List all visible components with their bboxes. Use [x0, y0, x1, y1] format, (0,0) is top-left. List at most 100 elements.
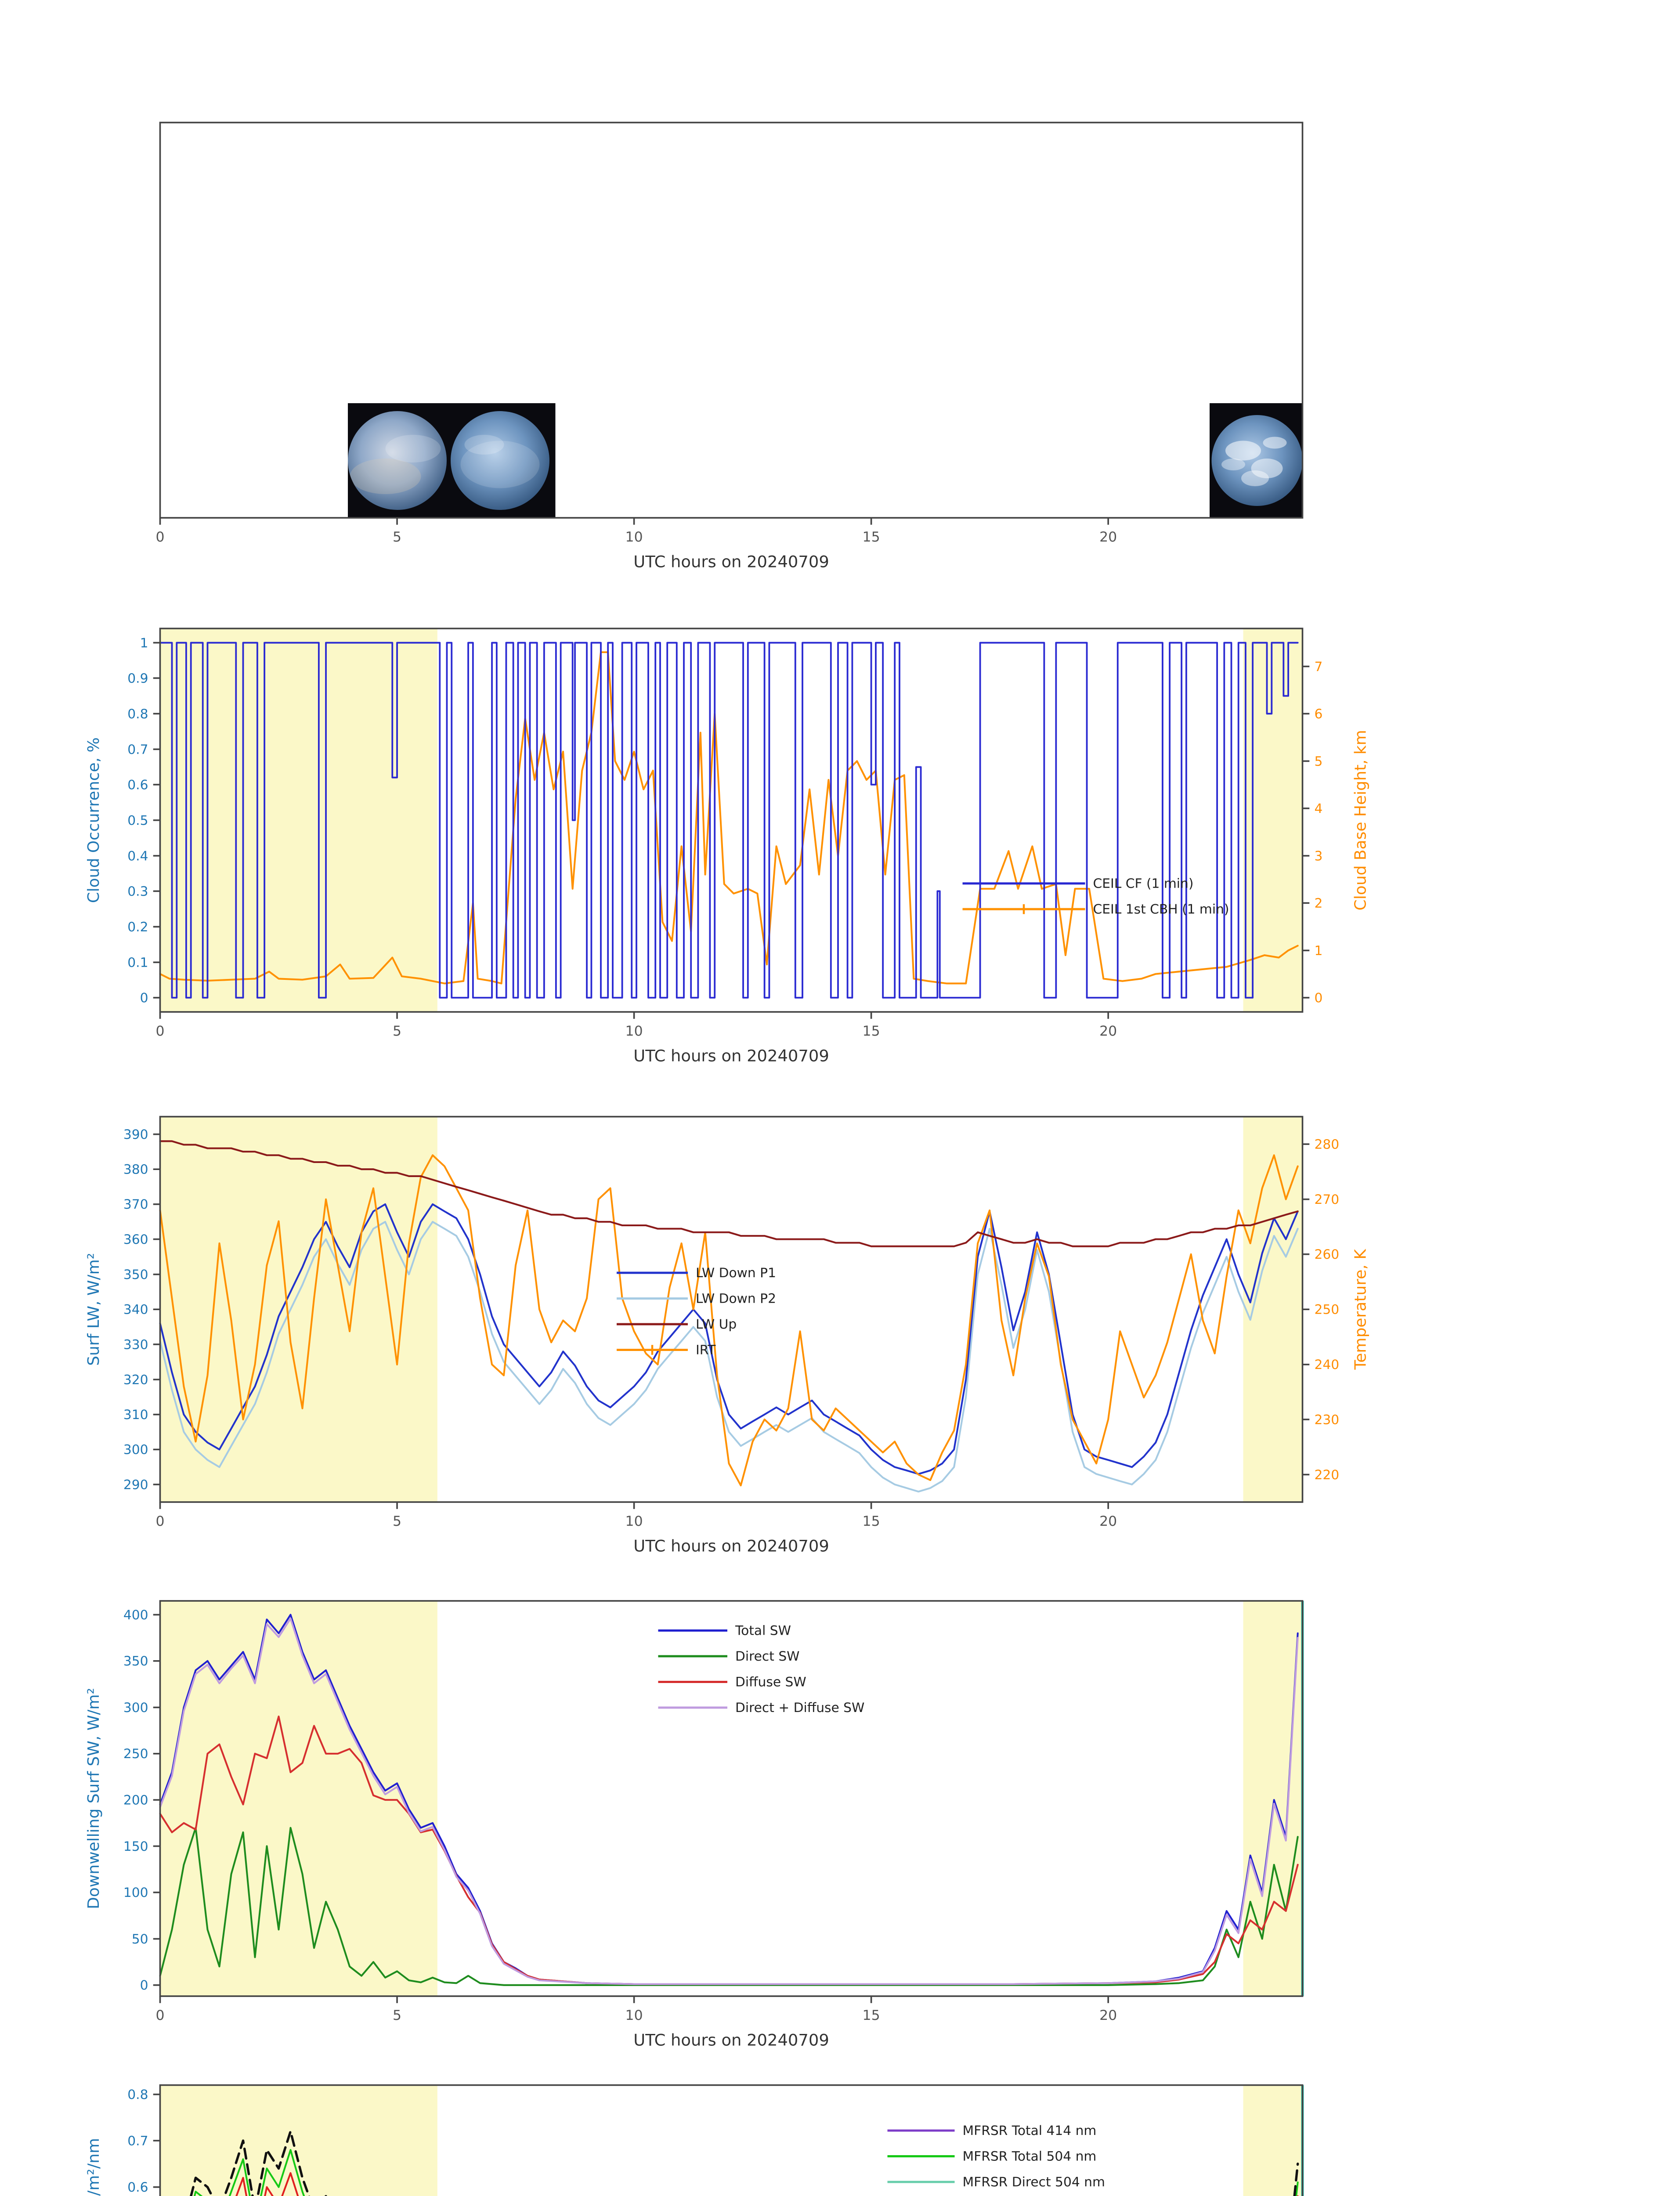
y-tick-label-left: 1: [140, 636, 148, 651]
legend-label: MFRSR Total 414 nm: [963, 2123, 1097, 2138]
y-axis-label-left: Cloud Occurrence, %: [85, 737, 103, 903]
y-tick-label-right: 270: [1315, 1192, 1340, 1207]
y-tick-label-right: 280: [1315, 1137, 1340, 1152]
y-axis-label-left: Downwelling Narrowband, W/m²/nm: [85, 2138, 103, 2196]
y-tick-label-left: 0.5: [127, 813, 148, 828]
y-tick-label-left: 360: [123, 1232, 148, 1247]
x-tick-label: 0: [155, 529, 164, 545]
x-tick-label: 10: [625, 529, 643, 545]
y-tick-label-right: 220: [1315, 1467, 1340, 1483]
cloud-blob: [350, 459, 421, 494]
x-tick-label: 5: [393, 1023, 401, 1039]
y-tick-label-right: 6: [1315, 706, 1323, 722]
cloud-blob: [1241, 470, 1269, 486]
series-irt: [159, 1154, 1299, 1487]
series-ceil-cf: [159, 642, 1299, 999]
panel-sky-images: 0 5 10 15 20 UTC hours on 20240709: [0, 121, 1680, 607]
y-tick-label-left: 0.1: [127, 955, 148, 970]
x-axis-label: UTC hours on 20240709: [633, 2031, 829, 2050]
y-tick-label-left: 300: [123, 1442, 148, 1458]
shaded-region: [160, 1601, 437, 1996]
cloud-blob: [1221, 459, 1245, 470]
y-axis-label-right: Cloud Base Height, km: [1352, 730, 1370, 910]
y-tick-label-left: 0.9: [127, 671, 148, 686]
x-tick-label: 10: [625, 1513, 643, 1529]
y-tick-label-left: 0.4: [127, 849, 148, 864]
x-axis-label: UTC hours on 20240709: [633, 1047, 829, 1065]
y-tick-label-right: 250: [1315, 1302, 1340, 1318]
y-tick-label-left: 0.2: [127, 919, 148, 935]
plot-frame: [159, 122, 1304, 519]
y-tick-label-right: 5: [1315, 754, 1323, 769]
y-tick-label-left: 250: [123, 1746, 148, 1762]
y-axis-label-left: Surf LW, W/m²: [85, 1253, 103, 1366]
y-tick-label-left: 150: [123, 1839, 148, 1854]
cloud-blob: [1251, 459, 1283, 478]
cloud-blob: [460, 441, 540, 488]
y-tick-label-left: 330: [123, 1337, 148, 1352]
x-tick-label: 10: [625, 2008, 643, 2023]
y-tick-label-left: 50: [132, 1932, 148, 1947]
x-axis-label: UTC hours on 20240709: [633, 553, 829, 571]
x-axis-label: UTC hours on 20240709: [633, 1537, 829, 1556]
y-tick-label-left: 320: [123, 1372, 148, 1387]
x-tick-label: 20: [1099, 529, 1117, 545]
cloud-blob: [1225, 441, 1261, 461]
legend-label: CEIL CF (1 min): [1093, 876, 1194, 891]
y-tick-label-right: 240: [1315, 1357, 1340, 1372]
y-tick-label-left: 0.8: [127, 2087, 148, 2102]
y-tick-label-right: 3: [1315, 849, 1323, 864]
sky-photo: [348, 411, 447, 510]
legend-label: Direct SW: [735, 1649, 800, 1664]
panel-shortwave: 0 5 10 15 20 UTC hours on 20240709 0 50 100 150 20…: [0, 1599, 1680, 2085]
x-tick-label: 20: [1099, 1023, 1117, 1039]
shaded-region: [1243, 2085, 1303, 2196]
y-tick-label-right: 1: [1315, 943, 1323, 958]
cloud-blob: [1263, 437, 1287, 449]
plot-frame: [159, 2084, 1304, 2196]
y-tick-label-left: 370: [123, 1197, 148, 1212]
series-direct-sw: [159, 1827, 1299, 1986]
sky-photo-clouds: [350, 435, 441, 494]
x-tick-label: 10: [625, 1023, 643, 1039]
plot-area-sw: 0 5 10 15 20 UTC hours on 20240709 0 50 100 150 20…: [85, 1600, 1304, 2050]
y-tick-label-left: 340: [123, 1302, 148, 1318]
x-tick-label: 5: [393, 1513, 401, 1529]
y-tick-label-left: 0: [140, 1978, 148, 1993]
shaded-region: [160, 628, 437, 1012]
chart-sky-images: 0 5 10 15 20 UTC hours on 20240709: [155, 122, 1304, 571]
series-lw-down-p2: [159, 1221, 1299, 1493]
legend-label: LW Down P1: [696, 1265, 776, 1281]
plot-area-lw: 0 5 10 15 20 UTC hours on 20240709 290 300 310 32…: [85, 1116, 1370, 1556]
x-tick-label: 20: [1099, 1513, 1117, 1529]
x-tick-label: 15: [863, 1023, 880, 1039]
plot-frame: [159, 1600, 1304, 1997]
y-tick-label-left: 200: [123, 1793, 148, 1808]
y-tick-label-left: 400: [123, 1607, 148, 1623]
series-lw-up: [159, 1140, 1299, 1247]
legend-label: IRT: [696, 1342, 716, 1358]
y-tick-label-left: 0.6: [127, 2180, 148, 2195]
legend-label: Direct + Diffuse SW: [735, 1700, 864, 1716]
legend-label: MFRSR Total 504 nm: [963, 2149, 1097, 2164]
legend-label: Total SW: [735, 1623, 791, 1638]
y-tick-label-right: 4: [1315, 801, 1323, 816]
y-tick-label-left: 0: [140, 990, 148, 1006]
x-tick-label: 15: [863, 1513, 880, 1529]
x-tick-label: 0: [155, 1023, 164, 1039]
x-tick-label: 15: [863, 529, 880, 545]
cloud-blob: [464, 435, 504, 455]
y-tick-label-right: 7: [1315, 659, 1323, 675]
legend-label: LW Up: [696, 1317, 737, 1332]
y-tick-label-right: 230: [1315, 1412, 1340, 1427]
x-tick-label: 5: [393, 2008, 401, 2023]
x-tick-label: 15: [863, 2008, 880, 2023]
y-tick-label-left: 310: [123, 1407, 148, 1423]
x-tick-label: 20: [1099, 2008, 1117, 2023]
shaded-region: [160, 1116, 437, 1502]
y-tick-label-left: 0.8: [127, 706, 148, 722]
y-tick-label-left: 380: [123, 1162, 148, 1177]
panel-longwave: 0 5 10 15 20 UTC hours on 20240709 290 300 310 32…: [0, 1115, 1680, 1591]
y-axis-label-right: Temperature, K: [1352, 1249, 1370, 1370]
